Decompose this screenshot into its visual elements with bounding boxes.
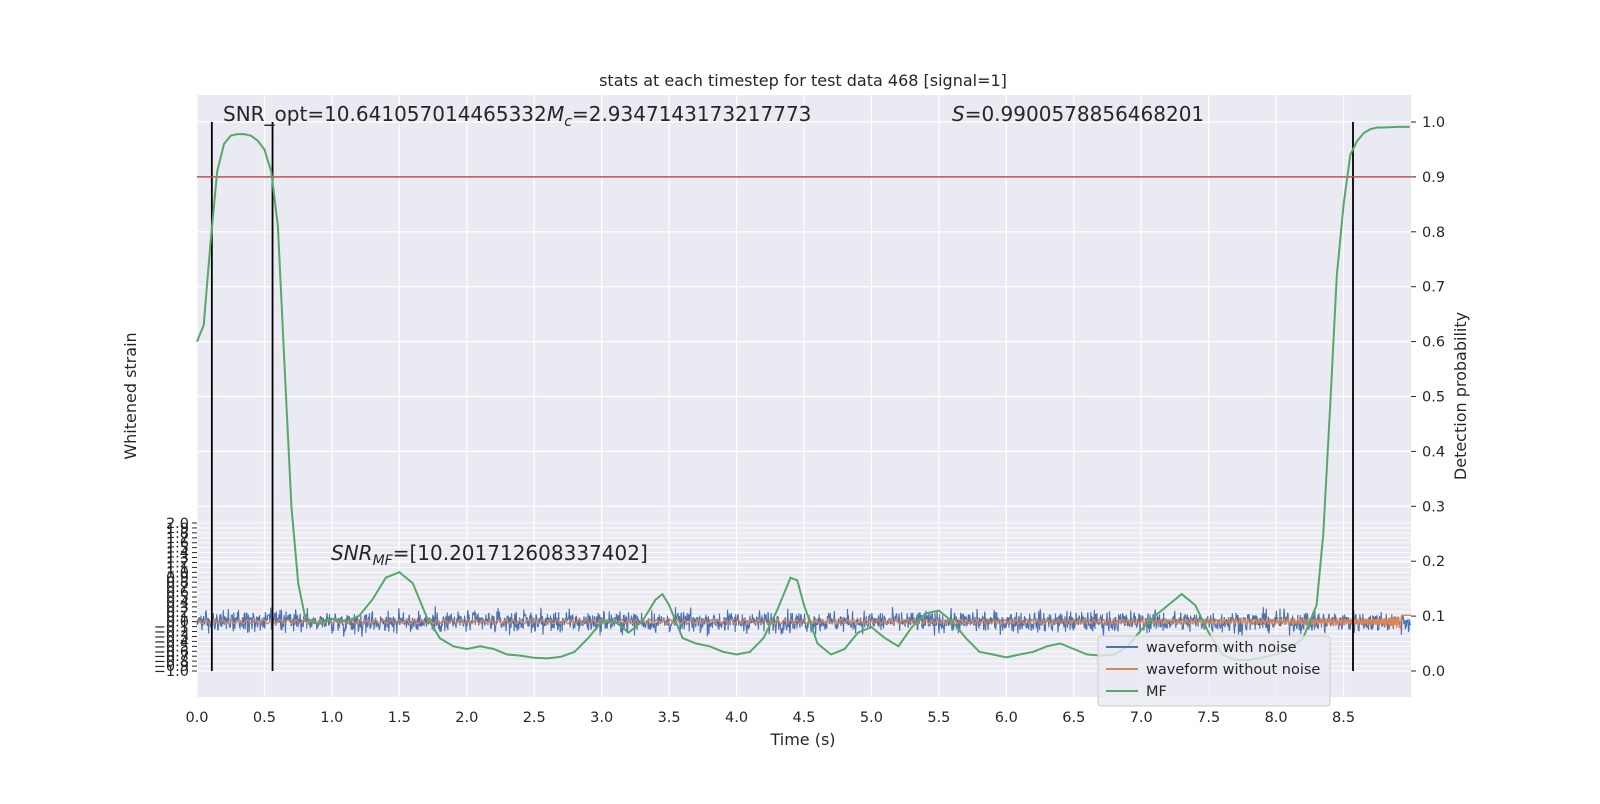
x-tick-label: 4.0 [725,710,748,726]
x-tick-label: 1.5 [388,710,411,726]
x-tick-label: 2.0 [455,710,478,726]
x-tick-label: 6.5 [1062,710,1085,726]
x-tick-label: 2.5 [523,710,546,726]
right-tick-label: 0.1 [1422,609,1445,625]
annotation-mc: Mc=2.9347143173217773 [547,102,811,130]
x-tick-label: 7.5 [1197,710,1220,726]
left-tick-layer: −1.0−0.9−0.8−0.7−0.6−0.5−0.4−0.3−0.2−0.1… [154,516,197,680]
x-axis-label: Time (s) [769,730,835,749]
right-tick-label: 0.4 [1422,444,1445,460]
annotation-mc-value: =2.9347143173217773 [572,102,811,126]
right-tick-label: 0.6 [1422,335,1445,351]
legend-label-mf: MF [1146,684,1167,700]
left-tick-label: 2.0 [166,516,189,532]
chart-title: stats at each timestep for test data 468… [599,71,1007,90]
right-tick-label: 0.0 [1422,664,1445,680]
x-tick-label: 6.0 [995,710,1018,726]
right-tick-layer: 0.0 0.1 0.2 0.3 0.4 0.5 0.6 0.7 0.8 0.9 1.0 [1411,115,1445,680]
right-tick-label: 0.2 [1422,554,1445,570]
x-tick-label: 0.5 [253,710,276,726]
right-tick-label: 0.7 [1422,280,1445,296]
annotation-s: S=0.9900578856468201 [952,102,1204,126]
x-tick-label: 4.5 [792,710,815,726]
legend: waveform with noise waveform without noi… [1098,636,1330,706]
x-tick-label: 5.5 [927,710,950,726]
right-tick-label: 0.8 [1422,225,1445,241]
x-tick-label: 0.0 [185,710,208,726]
right-tick-label: 0.5 [1422,390,1445,406]
annotation-snr-mf-value: =[10.201712608337402] [393,541,648,565]
right-tick-label: 1.0 [1422,115,1445,131]
x-tick-label: 8.0 [1265,710,1288,726]
legend-label-clean: waveform without noise [1146,662,1320,678]
x-tick-label: 5.0 [860,710,883,726]
x-tick-label: 8.5 [1332,710,1355,726]
annotation-snr-opt: SNR_opt=10.641057014465332 [223,102,547,126]
x-tick-label: 3.0 [590,710,613,726]
right-tick-label: 0.3 [1422,499,1445,515]
right-tick-label: 0.9 [1422,170,1445,186]
left-axis-label: Whitened strain [121,332,140,459]
annotation-s-value: =0.9900578856468201 [965,102,1204,126]
x-tick-label: 1.0 [320,710,343,726]
x-tick-layer: 0.0 0.5 1.0 1.5 2.0 2.5 3.0 3.5 4.0 4.5 5.0 5.5 6.0 6… [185,710,1355,726]
x-tick-label: 7.0 [1130,710,1153,726]
legend-label-noise: waveform with noise [1146,640,1297,656]
right-axis-label: Detection probability [1451,312,1470,480]
x-tick-label: 3.5 [658,710,681,726]
